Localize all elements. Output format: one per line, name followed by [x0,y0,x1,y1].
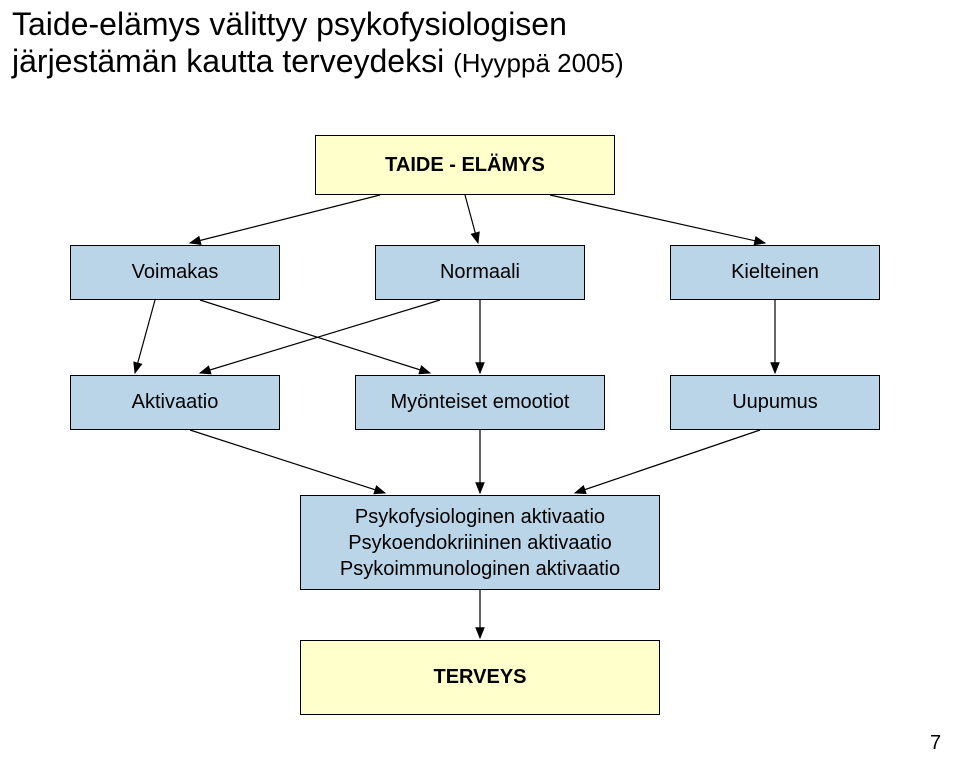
row2-aktivaatio: Aktivaatio [70,375,280,430]
row1-normaali: Normaali [375,245,585,300]
psy-box: Psykofysiologinen aktivaatio Psykoendokr… [300,495,660,590]
row1-kielteinen: Kielteinen [670,245,880,300]
top-box: TAIDE - ELÄMYS [315,135,615,195]
page-title: Taide-elämys välittyy psykofysiologisen … [12,6,624,80]
row2-uupumus: Uupumus [670,375,880,430]
bottom-box-label: TERVEYS [434,666,527,689]
row2-myonteiset-label: Myönteiset emootiot [391,391,570,414]
arrow-top-to-kielteinen [550,195,765,243]
page-number: 7 [930,732,941,755]
arrow-uupumus-to-psy [575,430,760,493]
arrow-normaali-to-aktivaatio [200,300,440,373]
row1-normaali-label: Normaali [440,261,520,284]
page-number-value: 7 [930,732,941,754]
row2-myonteiset: Myönteiset emootiot [355,375,605,430]
row2-aktivaatio-label: Aktivaatio [132,391,219,414]
psy-line3: Psykoimmunologinen aktivaatio [340,556,620,582]
row2-uupumus-label: Uupumus [732,391,818,414]
arrow-voimakas-to-myonteiset [200,300,430,373]
row1-voimakas-label: Voimakas [132,261,219,284]
title-line1: Taide-elämys välittyy psykofysiologisen [12,6,567,42]
title-citation: (Hyyppä 2005) [453,48,624,78]
row1-voimakas: Voimakas [70,245,280,300]
psy-line2: Psykoendokriininen aktivaatio [348,530,612,556]
row1-kielteinen-label: Kielteinen [731,261,819,284]
arrow-voimakas-to-aktivaatio [135,300,155,373]
arrow-aktivaatio-to-psy [190,430,385,493]
arrow-top-to-normaali [465,195,478,243]
psy-line1: Psykofysiologinen aktivaatio [355,504,605,530]
bottom-box: TERVEYS [300,640,660,715]
top-box-label: TAIDE - ELÄMYS [385,154,545,177]
arrow-top-to-voimakas [190,195,380,243]
title-line2: järjestämän kautta terveydeksi [12,43,444,79]
